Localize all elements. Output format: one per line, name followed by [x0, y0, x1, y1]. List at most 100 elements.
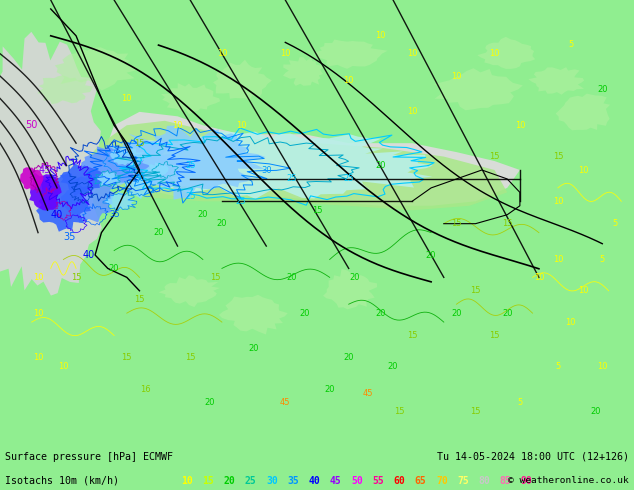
Polygon shape [161, 83, 220, 114]
Text: 35: 35 [109, 210, 119, 219]
Text: 5: 5 [568, 40, 573, 49]
Text: 15: 15 [407, 331, 417, 340]
Text: 45: 45 [363, 389, 373, 398]
Text: 10: 10 [375, 31, 385, 40]
Text: 15: 15 [71, 273, 81, 282]
Text: 10: 10 [451, 72, 462, 80]
Text: 5: 5 [612, 219, 618, 228]
Text: 5: 5 [517, 398, 522, 407]
Text: 85: 85 [500, 476, 512, 486]
Text: 15: 15 [470, 407, 481, 416]
Text: 15: 15 [312, 206, 322, 215]
Text: 20: 20 [224, 476, 235, 486]
Polygon shape [37, 75, 93, 104]
Text: 35: 35 [287, 476, 299, 486]
Polygon shape [125, 178, 152, 199]
Polygon shape [101, 112, 520, 206]
Text: 50: 50 [351, 476, 363, 486]
Text: 20: 20 [344, 353, 354, 363]
Polygon shape [528, 67, 584, 95]
Text: 15: 15 [489, 331, 500, 340]
Text: 15: 15 [122, 353, 132, 363]
Text: 25: 25 [185, 161, 195, 170]
Text: 10: 10 [280, 49, 290, 58]
Text: 15: 15 [451, 219, 462, 228]
Text: 20: 20 [451, 309, 462, 318]
Text: 20: 20 [249, 344, 259, 353]
Text: 20: 20 [109, 264, 119, 273]
Text: 20: 20 [597, 85, 607, 94]
Text: 10: 10 [181, 476, 193, 486]
Text: 25: 25 [245, 476, 257, 486]
Text: 10: 10 [33, 309, 43, 318]
Text: 10: 10 [578, 286, 588, 295]
Text: 10: 10 [597, 362, 607, 371]
Text: 20: 20 [153, 228, 164, 237]
Polygon shape [29, 172, 61, 211]
Polygon shape [20, 167, 43, 191]
Text: 20: 20 [350, 273, 360, 282]
Text: 25: 25 [287, 174, 297, 183]
Polygon shape [55, 47, 136, 91]
Text: 30: 30 [261, 166, 271, 174]
Polygon shape [556, 94, 610, 130]
Text: 55: 55 [372, 476, 384, 486]
Polygon shape [477, 37, 535, 69]
Text: 10: 10 [407, 49, 417, 58]
Text: 15: 15 [470, 286, 481, 295]
Text: 5: 5 [555, 362, 560, 371]
Text: 20: 20 [591, 407, 601, 416]
Text: 16: 16 [141, 385, 151, 393]
Text: 30: 30 [266, 476, 278, 486]
Text: 10: 10 [236, 121, 246, 130]
Polygon shape [219, 294, 288, 335]
Text: 65: 65 [415, 476, 427, 486]
Text: 45: 45 [38, 165, 51, 175]
Text: 10: 10 [58, 362, 68, 371]
Text: 20: 20 [426, 250, 436, 260]
Text: 20: 20 [502, 309, 512, 318]
Text: 10: 10 [407, 107, 417, 116]
Text: 20: 20 [198, 210, 208, 219]
Text: 45: 45 [280, 398, 290, 407]
Text: 10: 10 [33, 273, 43, 282]
Text: 75: 75 [457, 476, 469, 486]
Polygon shape [89, 121, 507, 210]
Text: 15: 15 [134, 295, 145, 304]
Text: 10: 10 [122, 94, 132, 103]
Text: 10: 10 [489, 49, 500, 58]
Polygon shape [105, 192, 134, 210]
Text: 15: 15 [553, 152, 563, 161]
Text: 10: 10 [566, 318, 576, 327]
Polygon shape [213, 60, 272, 100]
Text: Surface pressure [hPa] ECMWF: Surface pressure [hPa] ECMWF [5, 452, 173, 462]
Text: Tu 14-05-2024 18:00 UTC (12+126): Tu 14-05-2024 18:00 UTC (12+126) [437, 452, 629, 462]
Polygon shape [81, 147, 150, 183]
Text: 10: 10 [217, 49, 227, 58]
Text: 70: 70 [436, 476, 448, 486]
Text: 15: 15 [134, 139, 145, 147]
Text: 10: 10 [553, 255, 563, 264]
Text: 50: 50 [25, 120, 38, 130]
Polygon shape [89, 140, 190, 189]
Text: 20: 20 [388, 362, 398, 371]
Text: 80: 80 [479, 476, 490, 486]
Text: 30: 30 [134, 174, 145, 183]
Polygon shape [61, 171, 115, 222]
Polygon shape [94, 171, 120, 186]
Text: 60: 60 [394, 476, 405, 486]
Text: 40: 40 [309, 476, 320, 486]
Text: 15: 15 [185, 353, 195, 363]
Text: 10: 10 [534, 273, 544, 282]
Text: 40: 40 [82, 250, 95, 260]
Text: 20: 20 [287, 273, 297, 282]
Text: 20: 20 [325, 385, 335, 393]
Text: 25: 25 [344, 174, 354, 183]
Text: 20: 20 [204, 398, 214, 407]
Text: 15: 15 [394, 407, 404, 416]
Polygon shape [36, 172, 93, 232]
Text: © weatheronline.co.uk: © weatheronline.co.uk [508, 476, 629, 485]
Text: 10: 10 [172, 121, 183, 130]
Text: 25: 25 [185, 193, 195, 201]
Text: 10: 10 [344, 76, 354, 85]
